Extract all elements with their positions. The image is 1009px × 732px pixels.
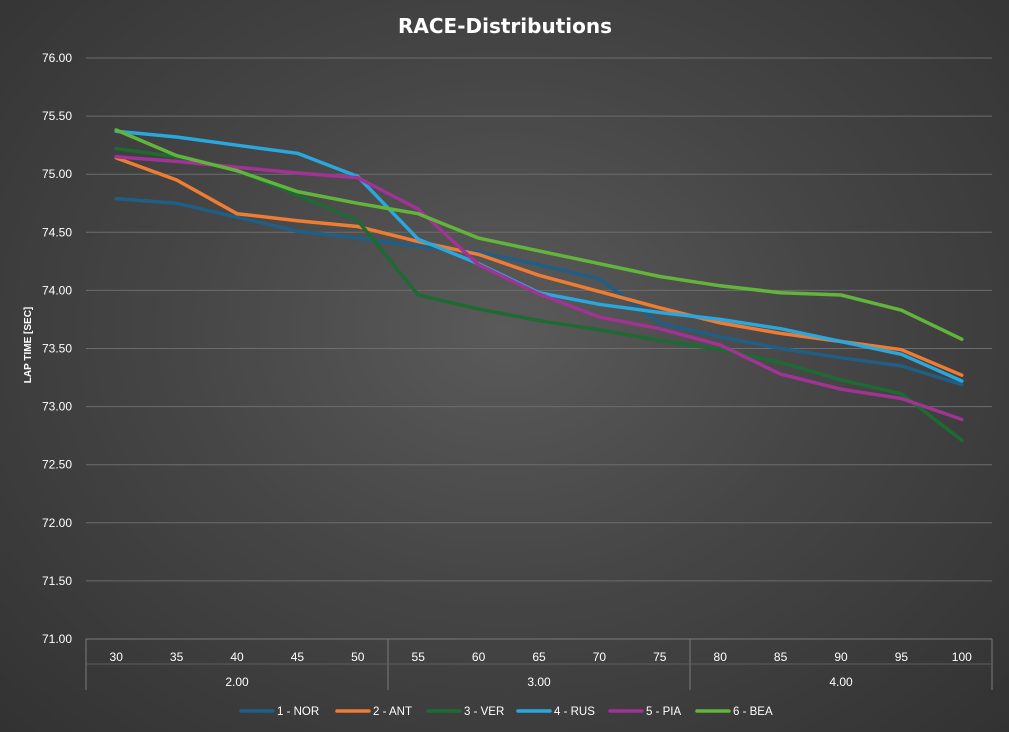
y-tick-label: 73.50 <box>42 342 72 356</box>
y-tick-label: 71.50 <box>42 574 72 588</box>
gridlines <box>86 57 992 640</box>
x-tick-label: 90 <box>834 650 848 664</box>
x-group-label: 2.00 <box>225 675 249 689</box>
series-line-nor <box>114 196 964 387</box>
series-lines <box>114 128 964 443</box>
chart-title: RACE-Distributions <box>398 14 612 38</box>
legend-label: 6 - BEA <box>733 706 773 718</box>
x-tick-label: 65 <box>532 650 546 664</box>
y-axis-label: LAP TIME [SEC] <box>23 307 34 383</box>
legend-label: 1 - NOR <box>277 706 319 718</box>
legend-label: 3 - VER <box>464 706 504 718</box>
y-tick-label: 73.00 <box>42 400 72 414</box>
series-line-pia <box>114 155 964 422</box>
legend-label: 5 - PIA <box>646 706 681 718</box>
x-tick-label: 60 <box>472 650 486 664</box>
axes: 71.00 71.50 72.00 72.50 73.00 73.50 74.00 74.50… <box>42 51 993 690</box>
y-tick-label: 72.00 <box>42 516 72 530</box>
series-line-bea <box>114 128 964 341</box>
x-tick-label: 70 <box>593 650 607 664</box>
legend-label: 4 - RUS <box>554 706 595 718</box>
x-tick-label: 75 <box>653 650 667 664</box>
x-tick-label: 35 <box>170 650 184 664</box>
x-tick-label: 40 <box>230 650 244 664</box>
y-tick-label: 76.00 <box>42 51 72 65</box>
y-tick-label: 75.50 <box>42 109 72 123</box>
legend-label: 2 - ANT <box>373 706 412 718</box>
x-tick-label: 30 <box>110 650 124 664</box>
y-tick-label: 74.00 <box>42 283 72 297</box>
x-tick-label: 45 <box>291 650 305 664</box>
x-tick-label: 50 <box>351 650 365 664</box>
y-tick-label: 71.00 <box>42 632 72 646</box>
y-tick-label: 72.50 <box>42 458 72 472</box>
x-group-label: 3.00 <box>527 675 551 689</box>
legend: 1 - NOR 2 - ANT 3 - VER 4 - RUS 5 - PIA 6 - B… <box>239 706 773 718</box>
x-tick-label: 55 <box>412 650 426 664</box>
x-tick-label: 80 <box>714 650 728 664</box>
x-tick-label: 95 <box>895 650 909 664</box>
y-tick-label: 74.50 <box>42 225 72 239</box>
x-tick-label: 100 <box>952 650 972 664</box>
x-group-label: 4.00 <box>829 675 853 689</box>
x-tick-label: 85 <box>774 650 788 664</box>
y-tick-label: 75.00 <box>42 167 72 181</box>
